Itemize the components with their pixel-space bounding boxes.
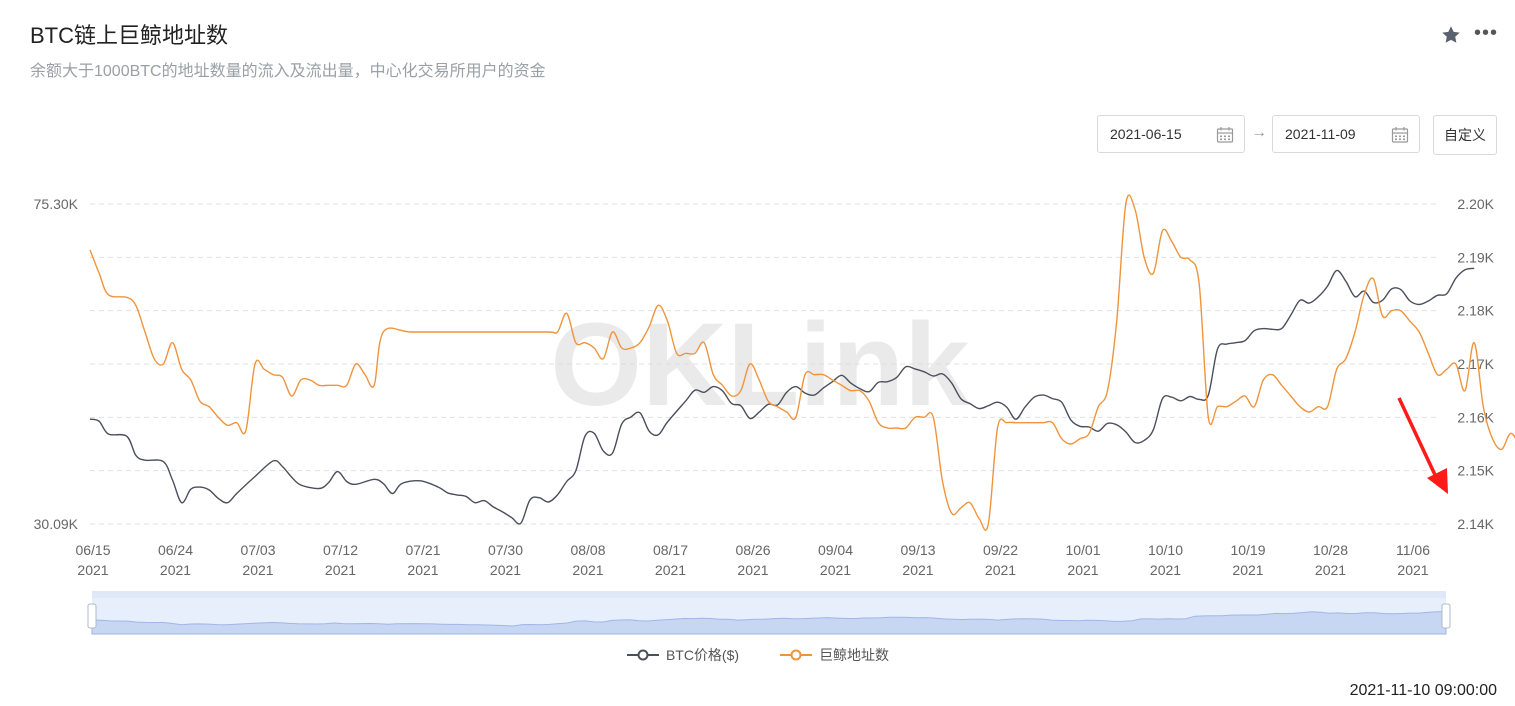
left-axis-tick-label: 75.30K [34,196,79,212]
x-axis-tick-year: 2021 [1150,562,1181,578]
series-line-btc-price [89,267,1475,525]
x-axis-tick-year: 2021 [820,562,851,578]
arrow-right-icon: → [1251,124,1267,141]
x-axis-tick-label: 10/10 [1148,542,1183,558]
x-axis-tick-label: 08/26 [735,542,770,558]
x-axis: 06/15 2021 06/24 2021 07/03 2021 07/12 2021 07/2… [75,542,1430,578]
zoom-preview-area [91,611,1447,635]
end-date-value: 2021-11-09 [1285,126,1356,142]
x-axis-tick-label: 07/03 [240,542,275,558]
x-axis-tick-label: 11/06 [1396,542,1430,558]
calendar-icon [1391,127,1409,143]
zoom-handle-right[interactable] [1441,603,1451,629]
zoom-handle-left[interactable] [87,603,97,629]
x-axis-tick-label: 09/22 [983,542,1018,558]
x-axis-tick-year: 2021 [572,562,603,578]
zoom-slider[interactable] [87,591,1451,635]
legend-item-btc[interactable]: BTC价格($) [626,645,739,665]
x-axis-tick-label: 06/15 [75,542,110,558]
custom-range-button[interactable]: 自定义 [1433,115,1497,155]
x-axis-tick-year: 2021 [407,562,438,578]
x-axis-tick-label: 10/19 [1230,542,1265,558]
start-date-input[interactable]: 2021-06-15 [1097,115,1245,153]
legend-label-btc: BTC价格($) [665,647,740,663]
x-axis-tick-year: 2021 [490,562,521,578]
x-axis-tick-year: 2021 [737,562,768,578]
x-axis-tick-year: 2021 [1397,562,1428,578]
x-axis-tick-year: 2021 [902,562,933,578]
legend-marker-whale [780,649,813,661]
x-axis-tick-label: 10/01 [1065,542,1100,558]
watermark: OKLink [550,299,970,431]
more-icon[interactable]: ••• [1474,22,1499,44]
annotation-arrow-shaft [1397,397,1438,478]
x-axis-tick-label: 07/12 [323,542,358,558]
page-subtitle: 余额大于1000BTC的地址数量的流入及流出量，中心化交易所用户的资金 [30,63,546,80]
x-axis-tick-year: 2021 [242,562,273,578]
x-axis-tick-year: 2021 [160,562,191,578]
x-axis-tick-label: 06/24 [158,542,193,558]
x-axis-tick-year: 2021 [655,562,686,578]
x-axis-tick-label: 07/30 [488,542,523,558]
x-axis-tick-label: 08/08 [570,542,605,558]
chart: OKLink 75.30K 30.09K 2.20K 2.19K 2.18K 2.17K… [34,194,1515,635]
x-axis-tick-year: 2021 [985,562,1016,578]
left-axis-tick-label: 30.09K [34,516,79,532]
x-axis-tick-label: 10/28 [1313,542,1348,558]
annotation-arrow [1397,397,1448,494]
timestamp: 2021-11-10 09:00:00 [1349,682,1497,699]
calendar-icon [1216,127,1234,143]
star-icon[interactable] [1440,24,1462,46]
x-axis-tick-label: 09/13 [900,542,935,558]
legend-label-whale: 巨鲸地址数 [819,647,890,663]
x-axis-tick-label: 08/17 [653,542,688,558]
x-axis-tick-year: 2021 [77,562,108,578]
series-line-whale-addresses [89,194,1515,531]
start-date-value: 2021-06-15 [1110,126,1182,142]
legend-marker-btc [626,649,659,661]
right-axis-tick-label: 2.17K [1457,356,1494,372]
x-axis-tick-label: 07/21 [405,542,440,558]
end-date-input[interactable]: 2021-11-09 [1272,115,1420,153]
right-axis-tick-label: 2.16K [1457,409,1494,425]
right-axis-tick-label: 2.20K [1457,196,1494,212]
right-axis-tick-label: 2.14K [1457,516,1494,532]
page-title: BTC链上巨鲸地址数 [30,23,229,48]
annotation-arrow-head [1427,468,1448,494]
right-axis-tick-label: 2.18K [1457,303,1494,319]
right-axis-tick-label: 2.19K [1457,249,1494,265]
right-axis: 2.20K 2.19K 2.18K 2.17K 2.16K 2.15K 2.14K [1457,196,1494,532]
x-axis-tick-year: 2021 [1315,562,1346,578]
x-axis-tick-year: 2021 [1067,562,1098,578]
zoom-slider-topbar[interactable] [92,591,1446,598]
x-axis-tick-label: 09/04 [818,542,853,558]
x-axis-tick-year: 2021 [1232,562,1263,578]
right-axis-tick-label: 2.15K [1457,463,1494,479]
legend: BTC价格($) 巨鲸地址数 [0,645,1515,665]
x-axis-tick-year: 2021 [325,562,356,578]
left-axis: 75.30K 30.09K [34,196,79,532]
legend-item-whale[interactable]: 巨鲸地址数 [779,645,889,665]
